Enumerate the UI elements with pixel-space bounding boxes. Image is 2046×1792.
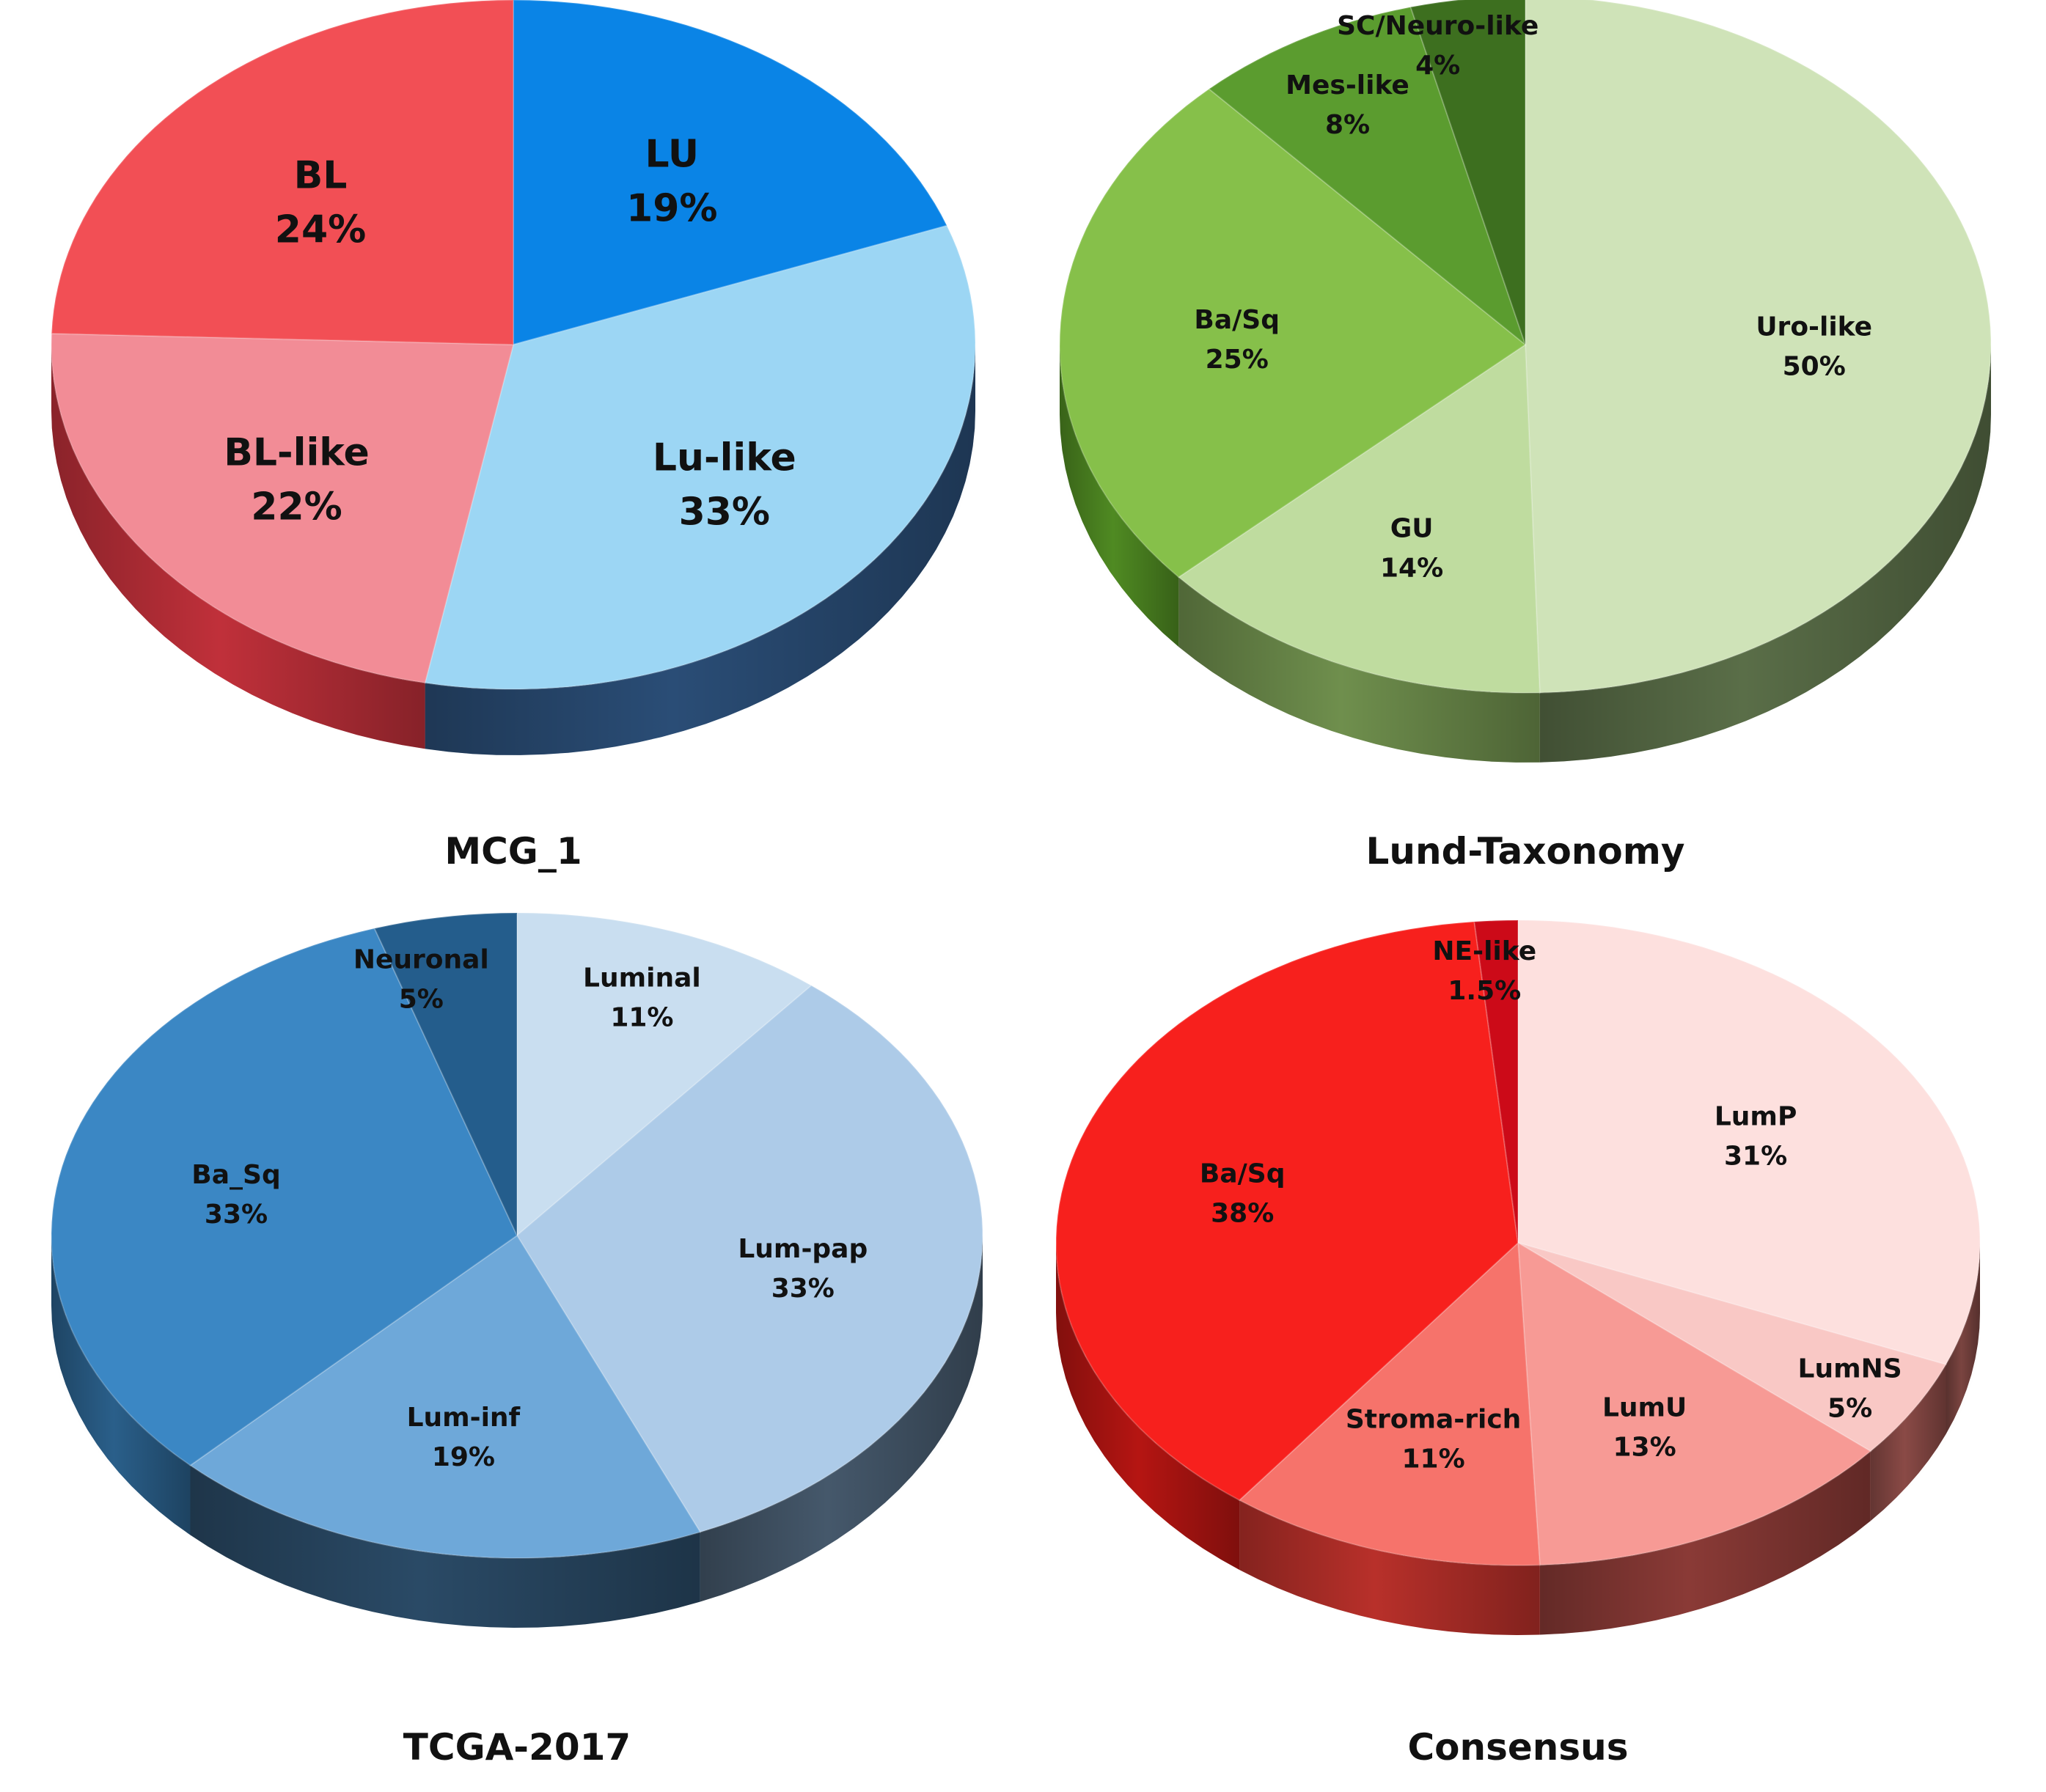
slice-label-mes-like: Mes-like [1286,70,1409,100]
chart-title-consensus: Consensus [1407,1726,1628,1769]
slice-value-label-lumu: 13% [1613,1433,1676,1463]
pie-side-lump-shade [1946,1243,1980,1434]
slice-value-label-ba-sq: 25% [1206,345,1269,375]
slice-value-label-lum-inf: 19% [432,1442,495,1472]
pie-side-ba-sq-shade [1060,345,1179,647]
slice-label-sc-neuro-like: SC/Neuro-like [1337,11,1539,41]
pie-side-lum-pap-shade [700,1235,983,1602]
slice-value-label-neuronal: 5% [399,985,444,1015]
slice-label-ne-like: NE-like [1432,936,1536,966]
pie-side-ba-sq-shade [1056,1243,1240,1570]
pie-slice-mes-like [1208,6,1528,347]
slice-value-label-lum-pap: 33% [771,1274,835,1304]
pie-slice-lu [513,0,948,346]
pie-slice-neuronal [373,911,518,1236]
chart-title-lund-taxonomy: Lund-Taxonomy [1366,830,1685,873]
slice-value-label-luminal: 11% [610,1002,673,1032]
pie-side-stroma-rich-shade [1239,1500,1540,1635]
chart-title-mcg-1: MCG_1 [444,830,582,873]
tcga-2017-pie: Luminal 11% Lum-pap 33% Lum-inf 19% Ba_Sq 33% Ne… [42,911,992,1769]
slice-label-lumu: LumU [1602,1393,1687,1423]
pie-side-ba-sq-shade [51,1235,191,1535]
pie-slice-gu [1177,343,1541,694]
slice-label-uro-like: Uro-like [1756,312,1872,342]
slice-label-ba-sq: Ba_Sq [191,1160,280,1190]
lund-taxonomy-pie: Uro-like 50% GU 14% Ba/Sq 25% Mes-like 8% SC/Neu… [1050,0,2001,873]
pie-side-uro-like-shade [1539,345,1991,763]
consensus-pie: LumP 31% LumNS 5% LumU 13% Stroma-rich 11% Ba/Sq… [1046,919,1990,1769]
pie-slice-ba-sq [1058,88,1527,579]
pie-slice-lumns [1517,1242,1948,1453]
pie-slice-ba-sq [1055,920,1519,1502]
slice-label-lum-inf: Lum-inf [407,1403,521,1433]
pie-slice-lum-inf [188,1234,702,1560]
slice-value-label-lumns: 5% [1827,1393,1872,1423]
pie-slice-lu-like [424,224,977,690]
pie-slice-uro-like [1525,0,1992,694]
slice-value-label-lu: 19% [626,187,717,231]
slice-label-lu-like: Lu-like [653,436,796,480]
mcg-1-pie: LU 19% Lu-like 33% BL-like 22% BL 24% MCG_1 [42,0,985,873]
pie-slice-luminal [516,911,813,1238]
pie-slice-lump [1517,919,1981,1366]
slice-label-luminal: Luminal [583,963,701,993]
pie-side-lum-inf-shade [190,1465,700,1628]
slice-label-gu: GU [1390,514,1434,544]
pie-side-lu-like-shade [425,345,975,755]
pie-side-lumns-shade [1870,1365,1946,1521]
slice-label-lu: LU [645,133,700,177]
slice-value-label-stroma-rich: 11% [1402,1444,1465,1475]
slice-label-bl: BL [294,153,348,197]
pie-side-lumu-shade [1539,1451,1871,1635]
slice-label-lumns: LumNS [1798,1354,1902,1384]
slice-label-neuronal: Neuronal [353,945,489,975]
pie-side-bl-like-shade [51,345,425,749]
slice-value-label-ba-sq: 38% [1211,1199,1274,1229]
pie-side-gu-shade [1178,577,1540,763]
pie-slice-bl-like [50,332,515,684]
slice-value-label-gu: 14% [1380,554,1443,584]
slice-value-label-bl: 24% [275,208,366,251]
slice-value-label-uro-like: 50% [1783,351,1846,381]
pie-slice-lum-pap [516,984,983,1533]
slice-label-bl-like: BL-like [224,431,369,475]
slice-label-ba-sq: Ba/Sq [1194,305,1280,335]
pie-slice-ne-like [1473,919,1519,1244]
slice-label-lump: LumP [1715,1102,1797,1132]
slice-label-stroma-rich: Stroma-rich [1346,1405,1521,1435]
slice-value-label-bl-like: 22% [251,485,342,529]
slice-value-label-mes-like: 8% [1325,110,1370,140]
pie-slice-bl [51,0,514,346]
pie-slice-stroma-rich [1238,1241,1541,1567]
slice-value-label-ne-like: 1.5% [1448,976,1521,1006]
slice-value-label-ba-sq: 33% [205,1200,268,1230]
pie-slice-ba-sq [50,927,518,1466]
slice-label-ba-sq: Ba/Sq [1200,1159,1286,1189]
chart-title-tcga-2017: TCGA-2017 [403,1726,631,1769]
pie-slice-sc-neuro-like [1409,0,1526,345]
slice-value-label-lump: 31% [1724,1142,1787,1172]
slice-value-label-sc-neuro-like: 4% [1415,51,1460,81]
pie-slice-lumu [1517,1241,1872,1566]
slice-label-lum-pap: Lum-pap [738,1234,868,1264]
slice-value-label-lu-like: 33% [679,491,770,535]
